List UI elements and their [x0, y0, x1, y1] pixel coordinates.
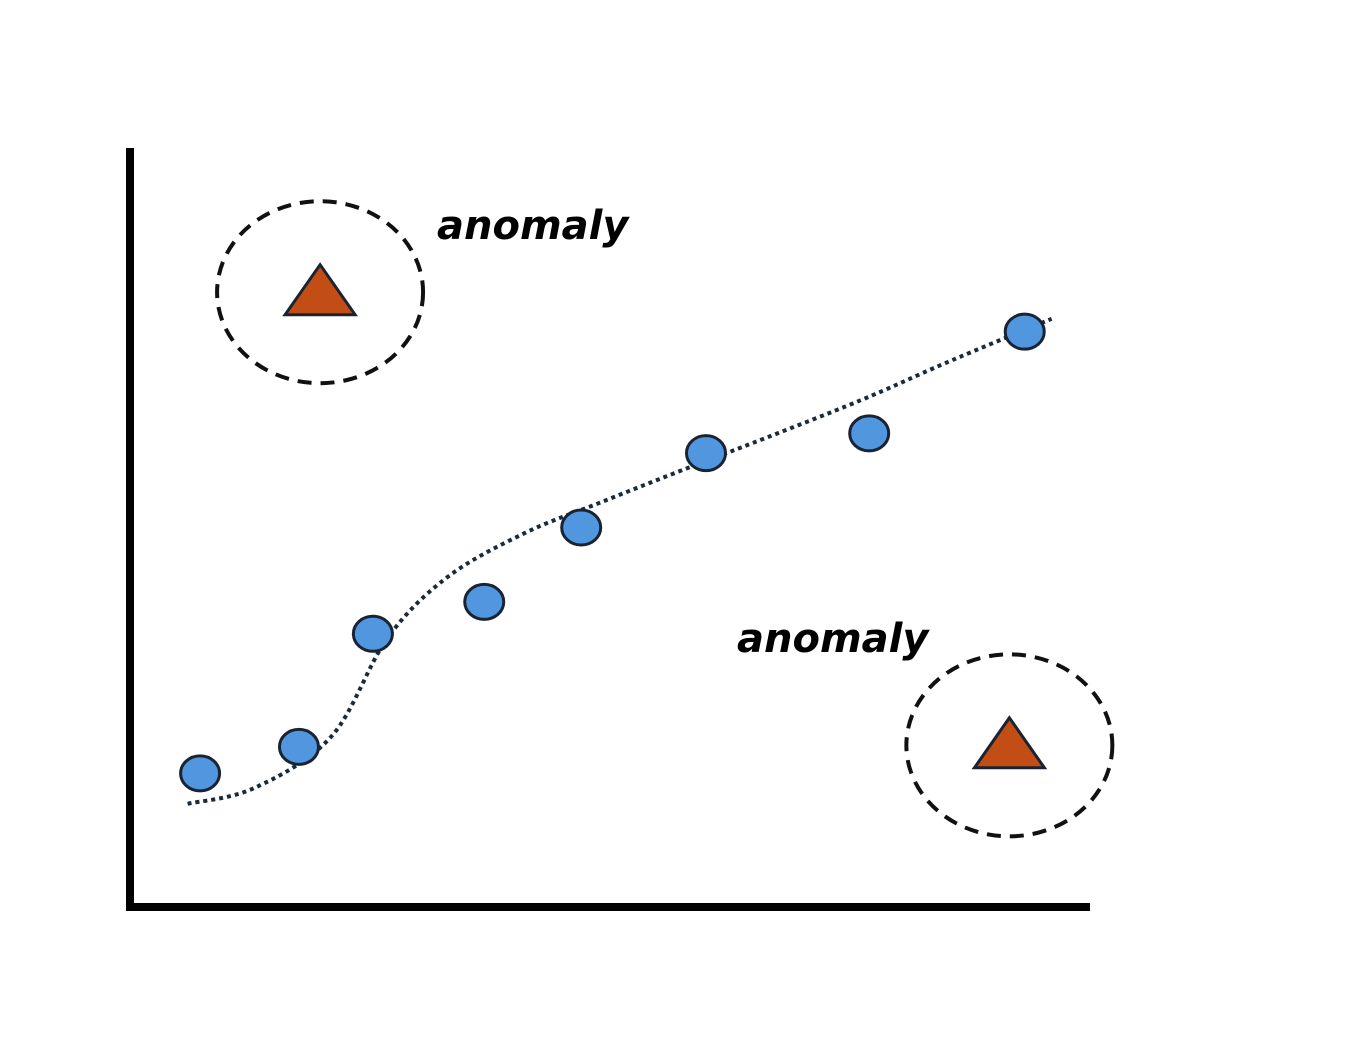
anomaly-ring-2	[904, 652, 1115, 839]
axes	[126, 148, 1090, 911]
data-point-4	[463, 582, 506, 621]
anomaly-label-bottom: anomaly	[737, 616, 929, 662]
data-point-7	[848, 414, 891, 453]
data-point-layer	[179, 262, 1048, 793]
anomaly-triangle-1	[282, 262, 358, 317]
data-point-2	[277, 727, 320, 766]
anomaly-label-top: anomaly	[437, 203, 629, 249]
data-point-1	[179, 754, 222, 793]
anomaly-ring-layer	[215, 199, 1115, 839]
data-point-8	[1003, 312, 1046, 351]
data-point-5	[560, 508, 603, 547]
data-point-6	[685, 434, 727, 473]
anomaly-triangle-2	[971, 715, 1048, 770]
trend-line	[187, 316, 1053, 806]
data-point-3	[351, 614, 394, 653]
trend-line-layer	[187, 316, 1053, 806]
anomaly-ring-1	[215, 199, 426, 386]
